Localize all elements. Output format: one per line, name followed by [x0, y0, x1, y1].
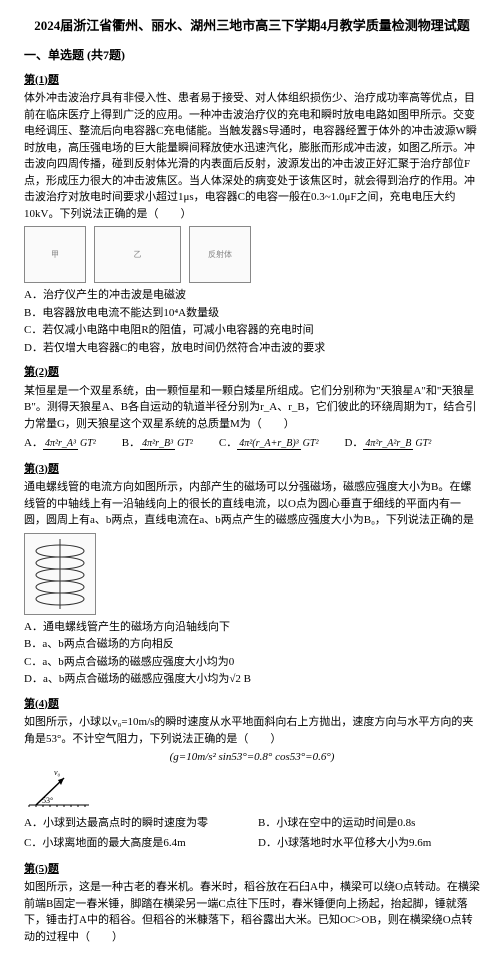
q1-opt-d[interactable]: D．若仅增大电容器C的电容，放电时间仍然符合冲击波的要求	[24, 340, 480, 357]
svg-text:53°: 53°	[42, 796, 53, 805]
q1-fig-1: 甲	[24, 226, 86, 283]
q4-number: 第(4)题	[24, 696, 480, 713]
q3-fig	[24, 533, 96, 615]
q3-opt-a[interactable]: A．通电螺线管产生的磁场方向沿轴线向下	[24, 619, 480, 636]
q2-options: A．4π²r_A³GT² B．4π²r_B³GT² C．4π²(r_A+r_B)…	[24, 434, 480, 453]
q3-opt-b[interactable]: B．a、b两点合磁场的方向相反	[24, 636, 480, 653]
q1-opt-a[interactable]: A．治疗仪产生的冲击波是电磁波	[24, 287, 480, 304]
q2-opt-b[interactable]: B．4π²r_B³GT²	[122, 435, 195, 452]
q3-figures	[24, 533, 480, 615]
q4-fig: v₀ 53°	[24, 770, 94, 810]
q2-opt-d[interactable]: D．4π²r_A²r_BGT²	[344, 435, 433, 452]
q5-number: 第(5)题	[24, 861, 480, 878]
section-heading: 一、单选题 (共7题)	[24, 46, 480, 64]
q4-opt-b[interactable]: B．小球在空中的运动时间是0.8s	[258, 815, 480, 832]
q4-hint: (g=10m/s² sin53°=0.8° cos53°=0.6°)	[24, 749, 480, 766]
q4-opt-c[interactable]: C．小球离地面的最大高度是6.4m	[24, 835, 246, 852]
q1-stem: 体外冲击波治疗具有非侵入性、患者易于接受、对人体组织损伤少、治疗成功率高等优点，…	[24, 90, 480, 222]
q2-stem: 某恒星是一个双星系统，由一颗恒星和一颗白矮星所组成。它们分别称为"天狼星A"和"…	[24, 383, 480, 433]
q1-figures: 甲 乙 反射体	[24, 226, 480, 283]
page-title: 2024届浙江省衢州、丽水、湖州三地市高三下学期4月教学质量检测物理试题	[24, 16, 480, 36]
q3-options: A．通电螺线管产生的磁场方向沿轴线向下 B．a、b两点合磁场的方向相反 C．a、…	[24, 619, 480, 688]
q1-options: A．治疗仪产生的冲击波是电磁波 B．电容器放电电流不能达到10⁴A数量级 C．若…	[24, 287, 480, 356]
q3-stem: 通电螺线管的电流方向如图所示，内部产生的磁场可以分强磁场，磁感应强度大小为B。在…	[24, 479, 480, 529]
q2-number: 第(2)题	[24, 364, 480, 381]
q3-opt-c[interactable]: C．a、b两点合磁场的磁感应强度大小均为0	[24, 654, 480, 671]
q1-number: 第(1)题	[24, 72, 480, 89]
q4-opt-a[interactable]: A．小球到达最高点时的瞬时速度为零	[24, 815, 246, 832]
q3-opt-d[interactable]: D．a、b两点合磁场的磁感应强度大小均为√2 B	[24, 671, 480, 688]
q1-opt-b[interactable]: B．电容器放电电流不能达到10⁴A数量级	[24, 305, 480, 322]
q4-options: A．小球到达最高点时的瞬时速度为零 B．小球在空中的运动时间是0.8s C．小球…	[24, 814, 480, 853]
q2-opt-c[interactable]: C．4π²(r_A+r_B)³GT²	[219, 435, 321, 452]
q4-opt-d[interactable]: D．小球落地时水平位移大小为9.6m	[258, 835, 480, 852]
q2-opt-a[interactable]: A．4π²r_A³GT²	[24, 435, 98, 452]
q4-stem: 如图所示，小球以v₀=10m/s的瞬时速度从水平地面斜向右上方抛出，速度方向与水…	[24, 714, 480, 747]
q1-fig-2: 乙	[94, 226, 181, 283]
q5-stem: 如图所示，这是一种古老的春米机。春米时，稻谷放在石臼A中，横梁可以绕O点转动。在…	[24, 879, 480, 945]
q4-figures: v₀ 53°	[24, 770, 480, 810]
q3-number: 第(3)题	[24, 461, 480, 478]
q1-opt-c[interactable]: C．若仅减小电路中电阻R的阻值，可减小电容器的充电时间	[24, 322, 480, 339]
q1-fig-3: 反射体	[189, 226, 251, 283]
svg-text:v₀: v₀	[54, 770, 61, 777]
